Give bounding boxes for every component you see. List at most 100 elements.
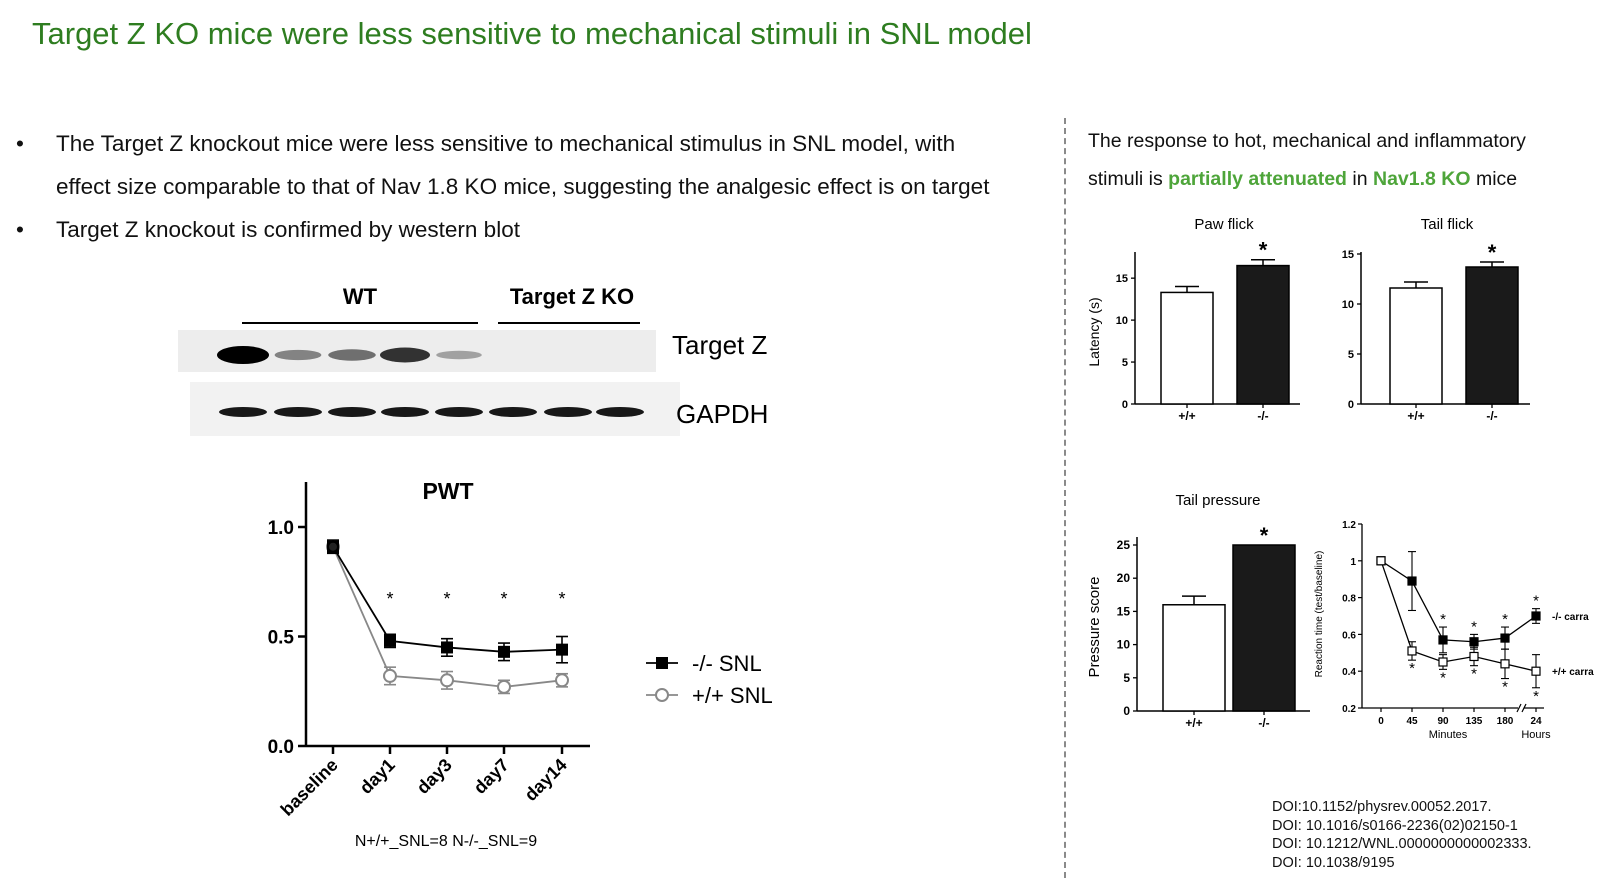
gapdh-band <box>596 407 644 417</box>
bullet-text-line: The Target Z knockout mice were less sen… <box>56 131 956 156</box>
bullet-text-line: Target Z knockout is confirmed by wester… <box>56 217 520 242</box>
tail-pressure-chart-x-tick-label: -/- <box>1258 716 1269 730</box>
paw-flick-chart-title: Paw flick <box>1194 216 1254 233</box>
rt-x-label-hours: Hours <box>1521 729 1551 741</box>
pwt-point-knockout <box>441 641 453 654</box>
paw-flick-chart-bar <box>1236 264 1290 405</box>
bullet-text-line: effect size comparable to that of Nav 1.… <box>56 174 990 199</box>
pwt-legend-marker-wildtype <box>655 688 669 702</box>
rt-y-tick-label: 1 <box>1350 557 1356 568</box>
tail-flick-chart-title: Tail flick <box>1421 216 1474 233</box>
pwt-legend-label-wildtype: +/+ SNL <box>692 683 773 708</box>
paw-flick-chart-significance-mark: * <box>1259 238 1268 263</box>
gapdh-blot-strip <box>190 382 680 436</box>
tail-pressure-chart: 0 5 10 15 20 25 +/+ -/- *Tail pressure Pressure s… <box>1086 492 1310 730</box>
tail-flick-chart-significance-mark: * <box>1488 240 1497 265</box>
summary-text: mice <box>1470 168 1518 190</box>
pwt-significance-mark: * <box>386 589 393 609</box>
rt-point-wildtype <box>1500 659 1510 669</box>
doi-line: DOI: 10.1016/s0166-2236(02)02150-1 <box>1272 817 1518 834</box>
gapdh-band <box>435 407 483 417</box>
paw-flick-chart-y-tick-label: 5 <box>1122 357 1128 369</box>
gapdh-band <box>544 407 592 417</box>
target-z-band <box>328 349 376 361</box>
tail-flick-chart-bar <box>1389 287 1443 405</box>
rt-series-label: -/- carra <box>1552 612 1589 623</box>
tail-pressure-chart-y-tick-label: 5 <box>1123 671 1130 685</box>
rt-y-tick-label: 0.8 <box>1342 594 1356 605</box>
column-divider <box>1064 118 1066 878</box>
rt-y-axis-label: Reaction time (test/baseline) <box>1314 551 1325 678</box>
tail-flick-chart-x-tick-label: -/- <box>1486 409 1497 423</box>
bullet-symbol: • <box>16 131 24 156</box>
paw-flick-chart-y-tick-label: 15 <box>1116 273 1128 285</box>
rt-y-tick-label: 1.2 <box>1342 520 1356 531</box>
summary-line: The response to hot, mechanical and infl… <box>1088 130 1526 152</box>
western-blot: WT Target Z KO Target Z GAPDH <box>178 284 768 436</box>
pwt-point-baseline <box>329 542 337 551</box>
target-z-band-label: Target Z <box>672 330 767 360</box>
rt-y-tick-label: 0.4 <box>1342 667 1356 678</box>
summary-line: stimuli is partially attenuated in Nav1.… <box>1088 160 1526 198</box>
pwt-x-tick-label: day7 <box>470 755 513 798</box>
highlight-text: partially attenuated <box>1168 168 1347 190</box>
tail-pressure-chart-significance-mark: * <box>1260 523 1269 548</box>
paw-flick-chart-x-tick-label: -/- <box>1257 409 1268 423</box>
tail-pressure-chart-y-tick-label: 0 <box>1123 704 1130 718</box>
paw-flick-chart-y-axis-label: Latency (s) <box>1086 297 1102 366</box>
pwt-x-tick-label: day14 <box>521 755 571 805</box>
rt-x-label-minutes: Minutes <box>1429 729 1468 741</box>
rt-series-line <box>1380 560 1537 672</box>
pwt-y-tick-label: 1.0 <box>268 518 294 539</box>
pwt-legend-marker-knockout <box>656 657 668 669</box>
rt-significance-mark: * <box>1533 688 1539 705</box>
target-z-band <box>217 346 269 364</box>
pwt-point-knockout <box>384 634 396 647</box>
rt-x-tick-label: 0 <box>1378 716 1384 727</box>
tail-flick-chart-x-tick-label: +/+ <box>1407 409 1424 423</box>
wt-group-label: WT <box>343 284 378 309</box>
reaction-time-chart: 0.2 0.4 0.6 0.8 1 1.2 0 45 90 135 180 24 Minutes Hour… <box>1314 520 1594 741</box>
tail-pressure-chart-y-tick-label: 10 <box>1117 638 1131 652</box>
rt-axis-break <box>1521 703 1527 713</box>
rt-point-knockout <box>1438 635 1448 645</box>
rt-x-tick-label: 180 <box>1497 716 1514 727</box>
pwt-x-tick-label: baseline <box>277 755 342 820</box>
pwt-legend-label-knockout: -/- SNL <box>692 651 762 676</box>
ko-group-label: Target Z KO <box>510 284 634 309</box>
rt-series-line <box>1380 560 1537 643</box>
doi-line: DOI:10.1152/physrev.00052.2017. <box>1272 799 1492 815</box>
pwt-significance-mark: * <box>443 589 450 609</box>
rt-significance-mark: * <box>1502 611 1508 628</box>
tail-flick-chart-y-tick-label: 15 <box>1342 249 1354 261</box>
rt-significance-mark: * <box>1440 669 1446 686</box>
gapdh-band <box>219 407 267 417</box>
rt-point-knockout <box>1469 637 1479 647</box>
tail-flick-chart-y-tick-label: 10 <box>1342 299 1354 311</box>
pwt-point-knockout <box>498 645 510 658</box>
rt-point-knockout <box>1531 611 1541 621</box>
tail-pressure-chart-y-tick-label: 25 <box>1117 538 1131 552</box>
doi-line: DOI: 10.1212/WNL.0000000000002333. <box>1272 836 1532 852</box>
rt-significance-mark: * <box>1471 618 1477 635</box>
tail-pressure-chart-y-tick-label: 15 <box>1117 604 1131 618</box>
bullet-list: • The Target Z knockout mice were less s… <box>16 122 1046 251</box>
gapdh-band <box>489 407 537 417</box>
pwt-point-wildtype <box>383 668 397 683</box>
gapdh-band <box>381 407 429 417</box>
gapdh-band-label: GAPDH <box>676 399 768 429</box>
pwt-y-tick-label: 0.0 <box>268 737 294 758</box>
rt-significance-mark: * <box>1440 611 1446 628</box>
pwt-series-line <box>332 546 563 688</box>
rt-significance-mark: * <box>1471 666 1477 683</box>
tail-pressure-chart-title: Tail pressure <box>1175 492 1260 509</box>
pwt-y-tick-label: 0.5 <box>268 628 295 649</box>
rt-point-wildtype <box>1531 666 1541 676</box>
rt-y-tick-label: 0.2 <box>1342 704 1356 715</box>
highlight-text: Nav1.8 KO <box>1372 168 1471 190</box>
gapdh-band <box>274 407 322 417</box>
rt-point-knockout <box>1407 576 1417 586</box>
rt-x-tick-label: 24 <box>1530 716 1542 727</box>
tail-pressure-chart-bar <box>1232 544 1296 712</box>
